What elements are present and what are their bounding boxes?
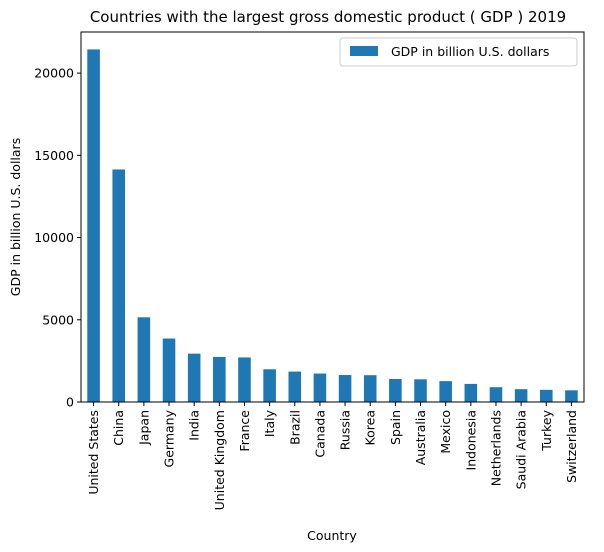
bar-switzerland: [565, 390, 578, 402]
plot-area-frame: [80, 31, 585, 403]
bar-italy: [263, 369, 276, 402]
x-tick-label: Netherlands: [488, 410, 503, 486]
bar-brazil: [288, 371, 302, 402]
legend-frame: [339, 37, 578, 67]
x-tick-label: Canada: [312, 410, 327, 458]
bar-mexico: [439, 381, 452, 402]
bar-united-kingdom: [213, 356, 226, 402]
bars-layer: [87, 49, 578, 402]
x-tick-label: Mexico: [438, 410, 453, 454]
bar-united-states: [87, 49, 100, 402]
y-tick-label: 10000: [34, 230, 74, 245]
bar-canada: [313, 373, 327, 402]
bar-turkey: [539, 389, 553, 402]
bar-australia: [414, 379, 427, 402]
y-tick-label: 20000: [34, 66, 74, 81]
x-tick-label: Korea: [363, 410, 378, 445]
y-axis: 0 5000 10000 15000 20000: [34, 66, 81, 410]
bar-korea: [363, 375, 377, 402]
bar-japan: [137, 317, 151, 402]
x-tick-label: China: [111, 410, 126, 446]
bar-india: [187, 353, 201, 402]
chart-title: Countries with the largest gross domesti…: [90, 8, 566, 26]
x-axis-title: Country: [307, 528, 357, 543]
y-tick-label: 15000: [34, 148, 74, 163]
x-tick-label: Turkey: [539, 409, 554, 451]
x-axis: United States China Japan Germany India Unite…: [86, 402, 579, 510]
y-tick-label: 0: [66, 395, 74, 410]
bar-indonesia: [464, 383, 478, 402]
legend: GDP in billion U.S. dollars: [339, 37, 578, 67]
x-tick-label: Japan: [136, 410, 151, 446]
legend-label: GDP in billion U.S. dollars: [391, 44, 549, 59]
x-tick-label: Indonesia: [463, 410, 478, 470]
x-tick-label: United Kingdom: [212, 410, 227, 510]
y-axis-title: GDP in billion U.S. dollars: [8, 138, 23, 296]
x-tick-label: Brazil: [287, 410, 302, 445]
bar-russia: [338, 375, 352, 402]
bar-france: [238, 357, 251, 402]
bar-china: [112, 169, 126, 402]
x-tick-label: Saudi Arabia: [514, 410, 529, 489]
x-tick-label: Australia: [413, 410, 428, 465]
x-tick-label: United States: [86, 410, 101, 495]
bar-netherlands: [489, 387, 503, 402]
x-tick-label: France: [237, 410, 252, 452]
y-tick-label: 5000: [42, 312, 74, 327]
legend-swatch: [350, 46, 378, 56]
x-tick-label: Germany: [162, 409, 177, 467]
bar-germany: [162, 338, 176, 402]
x-tick-label: Italy: [262, 409, 277, 437]
x-tick-label: Spain: [388, 410, 403, 445]
x-tick-label: India: [187, 410, 202, 441]
x-tick-label: Switzerland: [564, 410, 579, 483]
x-tick-label: Russia: [338, 410, 353, 450]
bar-spain: [389, 378, 402, 402]
bar-saudi-arabia: [514, 389, 528, 402]
